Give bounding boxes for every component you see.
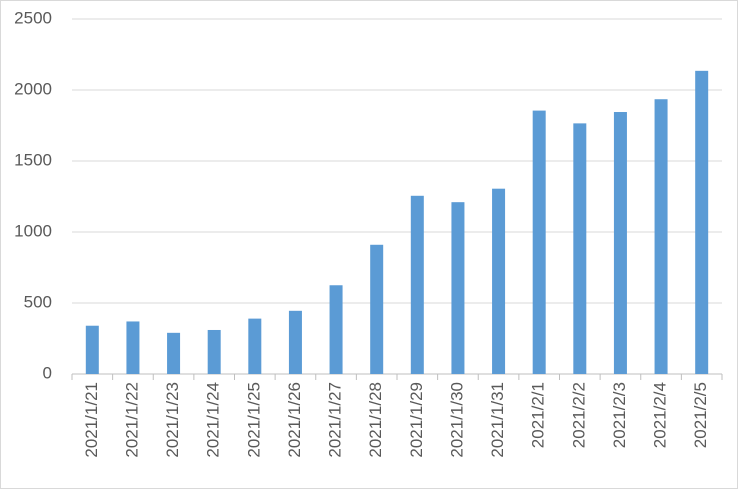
bar [532,110,546,374]
x-tick-label: 2021/2/1 [529,382,548,448]
bar [492,188,506,374]
bar [207,329,221,374]
x-tick-label: 2021/2/2 [569,382,588,448]
x-tick-label: 2021/1/25 [244,382,263,458]
bar [288,310,302,374]
bar [248,318,262,374]
y-tick-label: 1500 [14,150,52,169]
bar [654,99,668,374]
bar [126,321,140,374]
x-tick-label: 2021/1/29 [407,382,426,458]
x-tick-label: 2021/1/26 [285,382,304,458]
x-tick-label: 2021/2/4 [651,382,670,448]
bar [695,70,709,374]
bar [410,195,424,374]
y-tick-label: 1000 [14,221,52,240]
x-tick-label: 2021/1/28 [366,382,385,458]
bar [167,332,181,374]
y-tick-label: 2000 [14,79,52,98]
bar [573,123,587,375]
x-tick-label: 2021/1/30 [447,382,466,458]
x-tick-label: 2021/1/21 [82,382,101,458]
bar [451,202,465,374]
bar [85,325,99,374]
x-tick-label: 2021/1/24 [204,382,223,458]
x-tick-label: 2021/1/22 [122,382,141,458]
x-tick-label: 2021/1/27 [326,382,345,458]
x-tick-label: 2021/1/31 [488,382,507,458]
y-tick-label: 2500 [14,8,52,27]
bar [370,244,384,374]
bar [329,285,343,374]
bar [613,112,627,374]
y-tick-label: 0 [43,363,52,382]
x-tick-label: 2021/2/3 [610,382,629,448]
x-tick-label: 2021/2/5 [691,382,710,448]
x-tick-label: 2021/1/23 [163,382,182,458]
y-tick-label: 500 [24,292,52,311]
